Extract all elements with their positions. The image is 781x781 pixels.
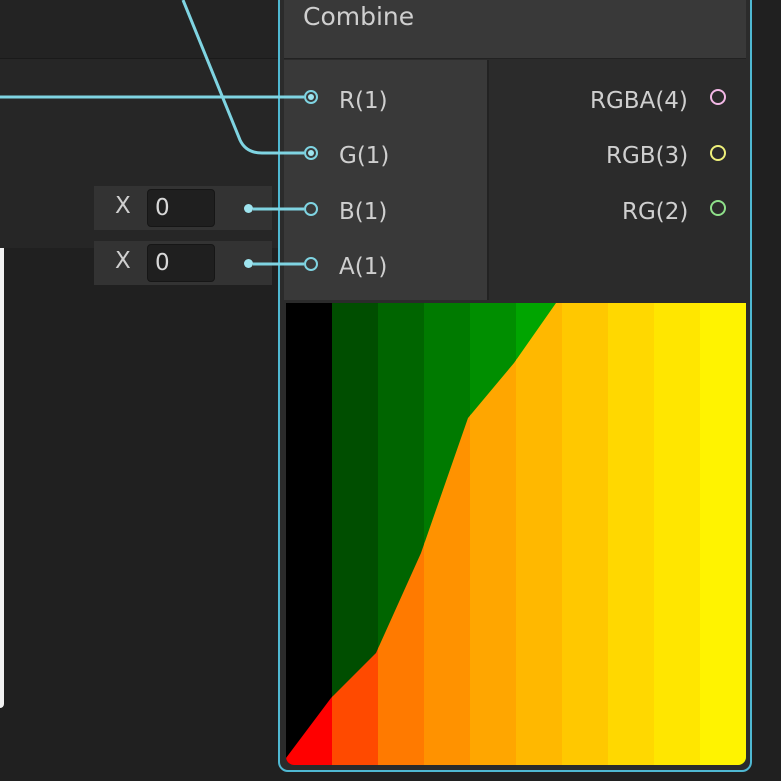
field-value-input-b[interactable]: 0: [147, 189, 215, 227]
node-preview-image: [286, 303, 746, 765]
input-label-r: R(1): [339, 88, 388, 114]
preview-lower-band: [654, 303, 701, 765]
preview-upper-band: [286, 303, 333, 765]
output-port-rgba[interactable]: [710, 89, 726, 105]
input-port-a[interactable]: [304, 257, 318, 271]
preview-lower-band: [516, 303, 563, 765]
preview-lower-band: [608, 303, 655, 765]
field-connector-dot-a: [244, 259, 253, 268]
output-label-rg: RG(2): [622, 199, 689, 225]
port-divider: [487, 60, 489, 300]
input-label-b: B(1): [339, 199, 388, 225]
node-title-bar[interactable]: [284, 0, 746, 59]
input-port-r[interactable]: [304, 90, 318, 104]
graph-background-header: [0, 0, 280, 59]
field-axis-label-a: X: [115, 248, 131, 274]
field-value-input-a[interactable]: 0: [147, 244, 215, 282]
field-connector-dot-b: [244, 204, 253, 213]
preview-lower-band: [562, 303, 609, 765]
input-port-g[interactable]: [304, 146, 318, 160]
input-label-g: G(1): [339, 143, 390, 169]
output-port-rgb[interactable]: [710, 145, 726, 161]
output-label-rgba: RGBA(4): [590, 88, 688, 114]
node-title: Combine: [303, 2, 415, 31]
input-label-a: A(1): [339, 254, 388, 280]
preview-lower-band: [700, 303, 746, 765]
output-port-rg[interactable]: [710, 200, 726, 216]
output-label-rgb: RGB(3): [606, 143, 689, 169]
output-ports-panel: [489, 60, 746, 300]
canvas-edge: [0, 248, 4, 708]
input-ports-panel: [284, 60, 487, 300]
field-axis-label-b: X: [115, 193, 131, 219]
input-port-b[interactable]: [304, 202, 318, 216]
